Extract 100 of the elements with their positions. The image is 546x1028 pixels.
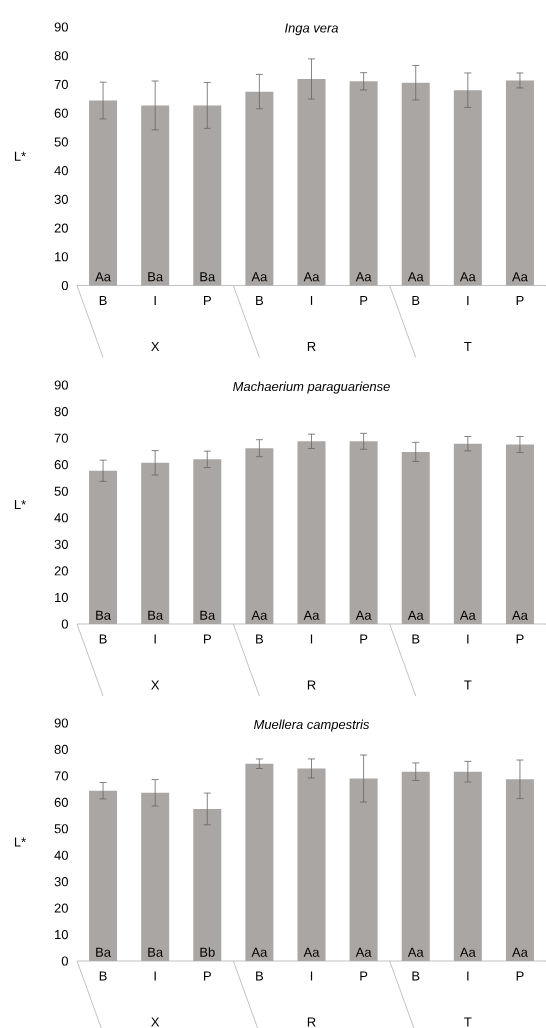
chart-title: Inga vera bbox=[285, 23, 339, 36]
data-label: Aa bbox=[303, 272, 320, 282]
y-tick-label: 20 bbox=[54, 223, 68, 233]
data-label: Aa bbox=[512, 610, 528, 620]
bar bbox=[141, 105, 170, 286]
y-tick-label: 0 bbox=[61, 619, 68, 629]
bar bbox=[245, 763, 274, 961]
data-label: Aa bbox=[95, 272, 111, 282]
y-tick-label: 40 bbox=[54, 850, 68, 860]
x-tick-label: I bbox=[154, 971, 156, 981]
y-tick-label: 30 bbox=[54, 539, 68, 549]
data-label: Aa bbox=[355, 947, 372, 957]
y-tick-label: 20 bbox=[54, 566, 68, 576]
y-tick-label: 30 bbox=[54, 194, 68, 204]
text: T bbox=[464, 1017, 472, 1027]
data-label: Aa bbox=[251, 272, 268, 282]
data-label: Aa bbox=[459, 610, 476, 620]
y-tick-label: 10 bbox=[55, 252, 68, 262]
x-tick-label: I bbox=[467, 296, 469, 305]
x-tick-label: I bbox=[310, 634, 313, 644]
y-tick-label: 10 bbox=[55, 929, 68, 940]
y-tick-label: 70 bbox=[54, 79, 68, 90]
y-tick-label: 50 bbox=[54, 486, 68, 496]
x-tick-label: P bbox=[516, 634, 524, 644]
x-tick-label: P bbox=[204, 296, 211, 305]
bar bbox=[349, 441, 378, 624]
x-tick-label: B bbox=[256, 634, 264, 644]
bar bbox=[401, 451, 430, 624]
bar bbox=[141, 792, 170, 961]
bar bbox=[453, 90, 482, 286]
x-tick-label: B bbox=[99, 971, 107, 981]
data-label: Aa bbox=[459, 947, 476, 957]
bar bbox=[245, 448, 274, 624]
data-label: Aa bbox=[251, 610, 268, 620]
x-tick-label: P bbox=[516, 971, 524, 981]
x-tick-label: B bbox=[412, 971, 420, 981]
x-tick-label: I bbox=[154, 296, 156, 305]
x-tick-label: I bbox=[310, 296, 313, 305]
bar bbox=[89, 470, 118, 624]
x-tick-label: P bbox=[516, 296, 524, 305]
bar bbox=[193, 459, 222, 624]
data-label: Aa bbox=[303, 610, 320, 620]
data-label: Aa bbox=[512, 947, 528, 957]
text: X bbox=[151, 680, 160, 690]
y-tick-label: 90 bbox=[54, 380, 68, 390]
text: X bbox=[151, 1017, 160, 1027]
text: R bbox=[307, 680, 316, 690]
x-tick-label: P bbox=[360, 296, 368, 305]
data-label: Aa bbox=[251, 947, 268, 957]
y-tick-label: 80 bbox=[54, 51, 68, 61]
x-tick-label: I bbox=[467, 634, 469, 644]
y-tick-label: 0 bbox=[61, 280, 68, 291]
x-tick-label: I bbox=[467, 971, 469, 981]
data-label: Ba bbox=[96, 947, 111, 957]
x-tick-label: P bbox=[204, 634, 211, 644]
x-tick-label: B bbox=[412, 296, 420, 305]
text: T bbox=[464, 342, 472, 351]
bar bbox=[401, 771, 430, 961]
bar bbox=[245, 91, 274, 286]
bar bbox=[505, 80, 534, 286]
x-tick-label: B bbox=[412, 634, 420, 644]
text: R bbox=[307, 342, 316, 351]
x-tick-label: B bbox=[256, 971, 264, 981]
data-label: Aa bbox=[459, 272, 476, 282]
y-tick-label: 40 bbox=[54, 166, 68, 176]
y-tick-label: 90 bbox=[54, 22, 68, 32]
y-tick-label: 70 bbox=[54, 771, 68, 781]
x-tick-label: B bbox=[256, 296, 264, 305]
chart-title: Machaerium paraguariense bbox=[233, 381, 390, 394]
y-axis-title: L* bbox=[14, 500, 26, 509]
bar bbox=[141, 462, 170, 624]
y-tick-label: 90 bbox=[54, 718, 68, 728]
x-tick-label: B bbox=[99, 634, 107, 644]
y-axis-title: L* bbox=[14, 837, 26, 847]
data-label: Aa bbox=[355, 610, 372, 620]
data-label: Ba bbox=[148, 610, 164, 620]
bar bbox=[89, 100, 118, 286]
x-tick-label: P bbox=[204, 971, 211, 981]
data-label: Aa bbox=[407, 947, 424, 957]
y-tick-label: 60 bbox=[54, 797, 68, 807]
y-tick-label: 20 bbox=[54, 903, 68, 913]
y-tick-label: 40 bbox=[54, 513, 68, 523]
data-label: Ba bbox=[200, 610, 216, 620]
bar bbox=[401, 82, 430, 286]
bar bbox=[193, 105, 222, 286]
text: R bbox=[307, 1017, 316, 1027]
y-tick-label: 70 bbox=[54, 433, 68, 443]
bar bbox=[349, 778, 378, 961]
bar bbox=[349, 81, 378, 286]
y-tick-label: 60 bbox=[54, 460, 68, 470]
y-tick-label: 80 bbox=[54, 744, 68, 755]
bar bbox=[297, 78, 326, 286]
x-tick-label: B bbox=[99, 296, 107, 305]
y-tick-label: 10 bbox=[55, 592, 68, 603]
y-tick-label: 50 bbox=[54, 137, 68, 147]
text: T bbox=[464, 680, 472, 690]
y-tick-label: 50 bbox=[54, 824, 68, 834]
data-label: Aa bbox=[407, 610, 424, 620]
data-label: Ba bbox=[148, 272, 164, 282]
bar bbox=[297, 768, 326, 961]
